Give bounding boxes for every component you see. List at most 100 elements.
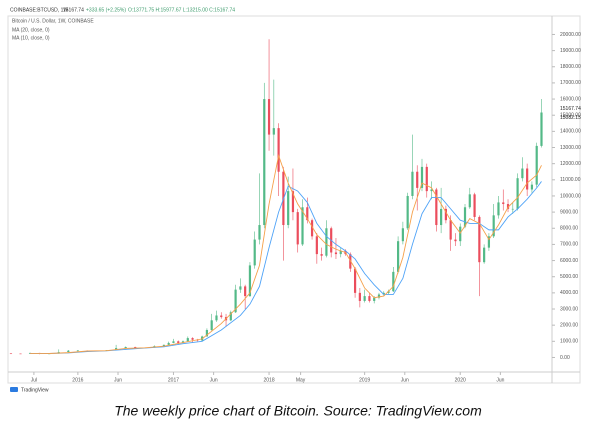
quote: 15167.74 bbox=[63, 7, 84, 13]
candle-body bbox=[253, 239, 256, 266]
candle-body bbox=[492, 215, 495, 237]
candle-body bbox=[220, 315, 223, 318]
x-tick-label: Jun bbox=[210, 377, 218, 383]
candle-body bbox=[444, 208, 447, 221]
candle-body bbox=[277, 128, 280, 172]
candle-body bbox=[478, 216, 481, 263]
candle-body bbox=[258, 225, 261, 240]
brand-logo bbox=[10, 387, 18, 392]
y-tick-label: 5000.00 bbox=[560, 274, 578, 280]
candle-body bbox=[382, 292, 385, 295]
candle-body bbox=[334, 252, 338, 255]
candle-body bbox=[177, 341, 180, 343]
price-label: 15082.15 bbox=[560, 115, 581, 121]
candle-body bbox=[267, 99, 271, 135]
candle-body bbox=[435, 189, 438, 226]
chart-frame bbox=[7, 15, 581, 384]
candle-body bbox=[430, 189, 433, 192]
candle-body bbox=[320, 254, 323, 256]
legend-entry: MA (20, close, 0) bbox=[12, 27, 50, 33]
candle-body bbox=[181, 341, 185, 343]
ohlc: O:13771.75 H:15977.67 L:13215.00 C:15167… bbox=[128, 7, 235, 13]
candle-body bbox=[205, 330, 209, 337]
candle-body bbox=[244, 286, 247, 297]
candle-body bbox=[483, 247, 486, 263]
y-tick-label: 1000.00 bbox=[560, 339, 578, 345]
y-tick-label: 12000.00 bbox=[560, 161, 581, 167]
y-tick-label: 10000.00 bbox=[560, 193, 581, 199]
candle-body bbox=[358, 292, 361, 301]
candle-body bbox=[172, 341, 175, 343]
legend-entry: MA (10, close, 0) bbox=[12, 35, 50, 41]
x-tick-label: 2016 bbox=[72, 377, 83, 383]
candle-body bbox=[315, 236, 318, 255]
candle-body bbox=[516, 178, 519, 209]
candle-body bbox=[473, 194, 476, 217]
candle-body bbox=[353, 268, 357, 293]
candle-body bbox=[373, 297, 376, 301]
candle-body bbox=[67, 350, 70, 353]
candle-body bbox=[368, 296, 371, 301]
candle-body bbox=[463, 207, 467, 227]
ma-line bbox=[30, 153, 542, 355]
candle-body bbox=[377, 294, 381, 298]
candle-body bbox=[296, 212, 299, 245]
candle-body bbox=[9, 353, 13, 355]
y-tick-label: 8000.00 bbox=[560, 226, 578, 232]
x-tick-label: Jun bbox=[496, 377, 504, 383]
candle-body bbox=[162, 344, 166, 347]
price-label: 15167.74 bbox=[560, 106, 581, 112]
y-tick-label: 20000.00 bbox=[560, 32, 581, 38]
symbol: COINBASE:BTCUSD, 1W bbox=[10, 7, 68, 13]
candle-body bbox=[521, 168, 524, 179]
y-tick-label: 4000.00 bbox=[560, 290, 578, 296]
candle-body bbox=[406, 195, 409, 229]
y-tick-label: 13000.00 bbox=[560, 145, 581, 151]
candle-body bbox=[19, 353, 22, 355]
ma-line bbox=[30, 181, 542, 354]
change: +333.65 (+2.25%) bbox=[86, 7, 126, 13]
candle-body bbox=[392, 271, 395, 292]
candle-body bbox=[506, 204, 510, 209]
candle-body bbox=[248, 265, 252, 297]
x-tick-label: 2017 bbox=[168, 377, 179, 383]
candle-body bbox=[411, 171, 414, 196]
candle-body bbox=[310, 220, 314, 237]
candle-body bbox=[387, 291, 390, 293]
y-tick-label: 9000.00 bbox=[560, 209, 578, 215]
y-tick-label: 18000.00 bbox=[560, 64, 581, 70]
candle-body bbox=[420, 166, 424, 188]
candle-body bbox=[134, 346, 137, 349]
candle-body bbox=[487, 236, 491, 248]
candle-body bbox=[401, 228, 404, 242]
y-tick-label: 7000.00 bbox=[560, 242, 578, 248]
candle-body bbox=[186, 338, 189, 342]
candle-body bbox=[363, 296, 366, 301]
y-tick-label: 16000.00 bbox=[560, 96, 581, 102]
legend-title: Bitcoin / U.S. Dollar, 1W, COINBASE bbox=[12, 18, 94, 24]
candle-body bbox=[440, 208, 443, 226]
candle-body bbox=[263, 99, 266, 226]
candle-body bbox=[535, 145, 538, 185]
candle-body bbox=[459, 226, 462, 242]
brand: TradingView bbox=[21, 387, 49, 393]
candle-body bbox=[454, 239, 457, 242]
candle-body bbox=[530, 184, 534, 190]
y-tick-label: 3000.00 bbox=[560, 306, 578, 312]
x-tick-label: 2019 bbox=[359, 377, 370, 383]
candle-body bbox=[229, 312, 232, 321]
candle-body bbox=[449, 220, 452, 240]
x-tick-label: Jun bbox=[401, 377, 409, 383]
y-tick-label: 11000.00 bbox=[560, 177, 581, 183]
caption: The weekly price chart of Bitcoin. Sourc… bbox=[114, 403, 482, 419]
y-tick-label: 19000.00 bbox=[560, 48, 581, 54]
y-tick-label: 0.00 bbox=[560, 355, 570, 361]
x-tick-label: Jun bbox=[114, 377, 122, 383]
x-tick-label: 2020 bbox=[455, 377, 466, 383]
candle-body bbox=[540, 112, 543, 146]
candle-body bbox=[124, 346, 127, 349]
candle-body bbox=[416, 171, 419, 188]
candle-body bbox=[325, 228, 328, 256]
candle-body bbox=[239, 286, 242, 290]
